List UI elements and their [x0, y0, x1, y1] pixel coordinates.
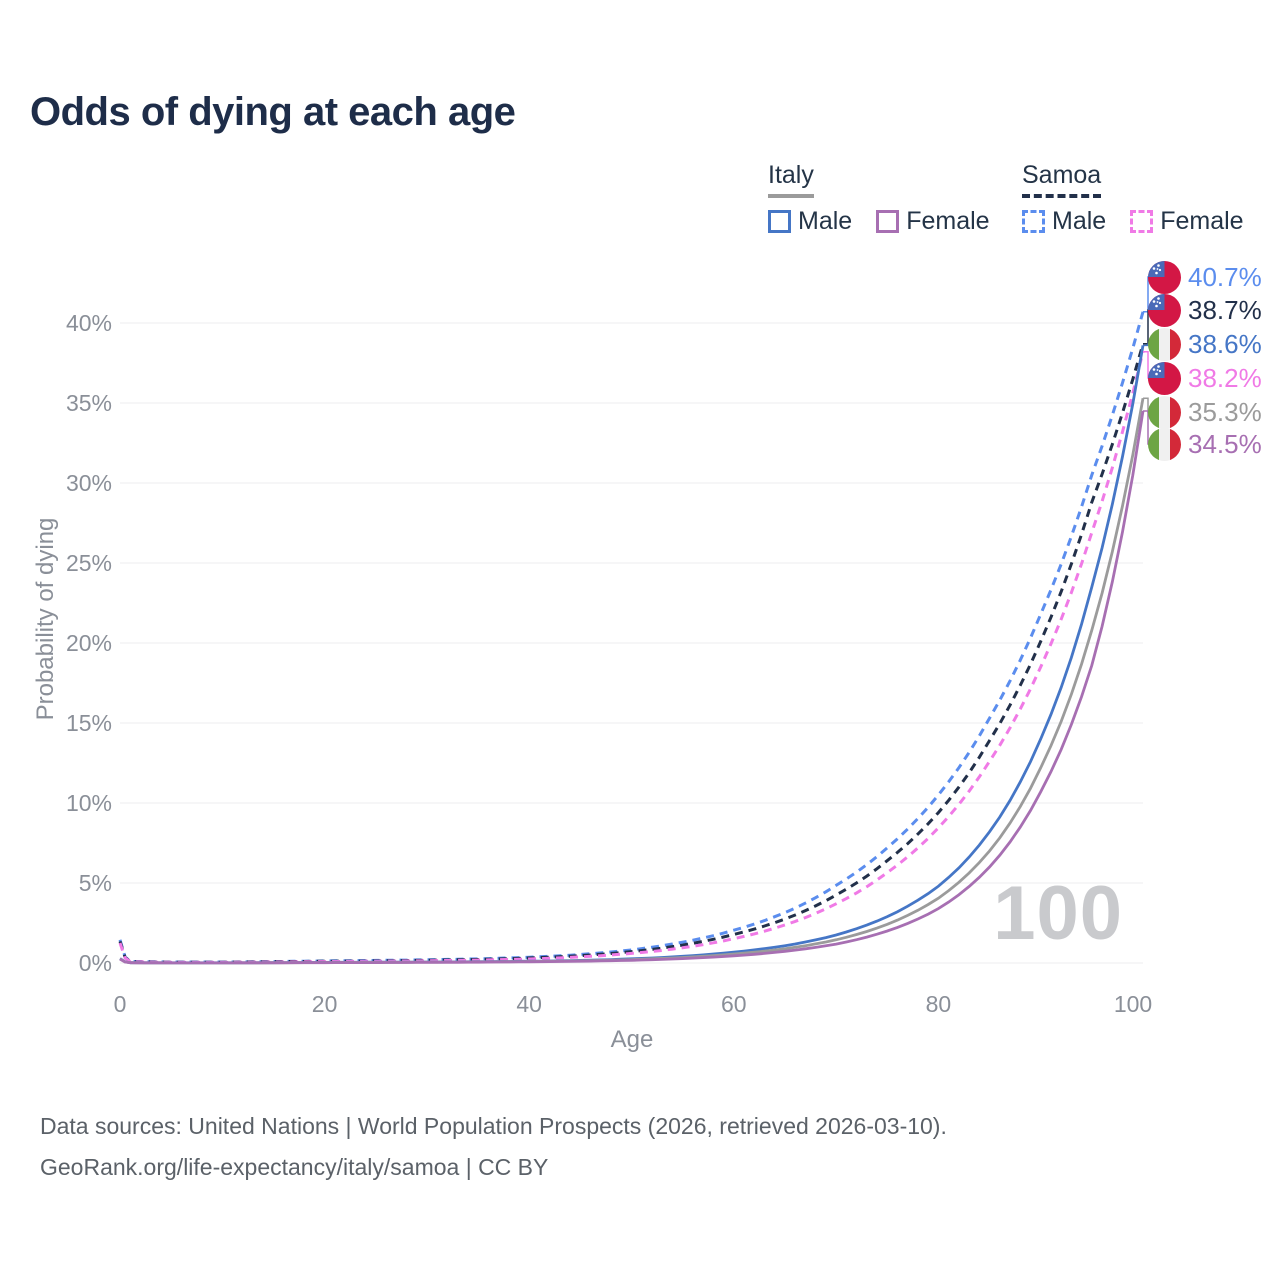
end-label-value: 34.5%: [1188, 428, 1262, 459]
page-title: Odds of dying at each age: [30, 90, 516, 134]
svg-text:0: 0: [114, 991, 127, 1017]
x-axis-tick-labels: 0 20 40 60 80 100: [114, 991, 1153, 1017]
legend-row-italy: Male Female: [768, 207, 1014, 236]
legend-entry-samoa-female[interactable]: Female: [1130, 207, 1244, 236]
end-label-italy-total[interactable]: 35.3%: [1148, 395, 1262, 429]
svg-text:20: 20: [312, 991, 338, 1017]
legend-swatch-italy-male-icon: [768, 210, 791, 233]
end-label-value: 38.2%: [1188, 362, 1262, 393]
legend-group-samoa: Samoa Male Female: [1022, 161, 1268, 236]
samoa-flag-icon: [1148, 261, 1181, 294]
svg-text:30%: 30%: [66, 470, 112, 496]
svg-text:20%: 20%: [66, 630, 112, 656]
legend-country-samoa: Samoa: [1022, 161, 1102, 198]
svg-text:80: 80: [926, 991, 952, 1017]
y-axis-title: Probability of dying: [32, 517, 59, 721]
legend-label-italy-male: Male: [798, 207, 853, 235]
end-label-value: 38.7%: [1188, 294, 1262, 325]
legend-entry-samoa-male[interactable]: Male: [1022, 207, 1106, 236]
legend-label-italy-female: Female: [906, 207, 990, 235]
hover-age-watermark: 100: [993, 871, 1123, 956]
end-label-value: 38.6%: [1188, 328, 1262, 359]
end-label-samoa-female[interactable]: 38.2%: [1148, 361, 1262, 395]
end-label-samoa-total[interactable]: 38.7%: [1148, 293, 1262, 327]
legend-swatch-samoa-male-icon: [1022, 210, 1045, 233]
x-axis-title: Age: [610, 1026, 654, 1053]
legend-group-italy: Italy Male Female: [768, 161, 1014, 236]
legend-row-samoa: Male Female: [1022, 207, 1268, 236]
svg-text:40: 40: [516, 991, 542, 1017]
svg-text:5%: 5%: [79, 870, 112, 896]
svg-text:10%: 10%: [66, 790, 112, 816]
footer: Data sources: United Nations | World Pop…: [40, 1106, 947, 1188]
svg-text:100: 100: [1114, 991, 1152, 1017]
end-label-italy-male[interactable]: 38.6%: [1148, 327, 1262, 361]
legend-entry-italy-male[interactable]: Male: [768, 207, 852, 236]
data-series-lines: [118, 311, 1145, 965]
legend-label-samoa-male: Male: [1052, 207, 1107, 235]
svg-text:40%: 40%: [66, 310, 112, 336]
italy-flag-icon: [1148, 396, 1181, 429]
samoa-flag-icon: [1148, 362, 1181, 395]
svg-text:0%: 0%: [79, 950, 112, 976]
italy-flag-icon: [1148, 328, 1181, 361]
svg-text:35%: 35%: [66, 390, 112, 416]
gridlines: [120, 322, 1143, 964]
attribution-line: GeoRank.org/life-expectancy/italy/samoa …: [40, 1154, 549, 1180]
svg-text:60: 60: [721, 991, 747, 1017]
end-label-italy-female[interactable]: 34.5%: [1148, 427, 1262, 461]
legend-country-italy: Italy: [768, 161, 814, 198]
y-axis-tick-labels: 0% 5% 10% 15% 20% 25% 30% 35% 40%: [66, 310, 112, 976]
legend-swatch-italy-female-icon: [876, 210, 900, 233]
svg-text:25%: 25%: [66, 550, 112, 576]
italy-flag-icon: [1148, 428, 1181, 461]
end-label-samoa-male[interactable]: 40.7%: [1148, 260, 1262, 294]
legend-entry-italy-female[interactable]: Female: [876, 207, 990, 236]
end-label-value: 35.3%: [1188, 396, 1262, 427]
legend-label-samoa-female: Female: [1160, 207, 1244, 235]
svg-text:15%: 15%: [66, 710, 112, 736]
legend-swatch-samoa-female-icon: [1130, 210, 1154, 233]
end-label-value: 40.7%: [1188, 261, 1262, 292]
samoa-flag-icon: [1148, 294, 1181, 327]
data-source-line: Data sources: United Nations | World Pop…: [40, 1113, 947, 1139]
